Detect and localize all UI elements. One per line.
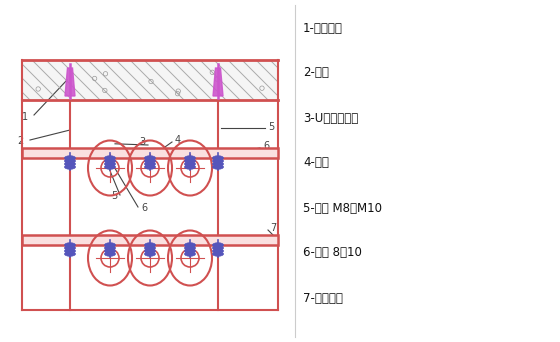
Text: 6-垫圈 8～10: 6-垫圈 8～10	[303, 246, 362, 259]
Ellipse shape	[144, 246, 156, 250]
Ellipse shape	[184, 249, 195, 253]
Ellipse shape	[212, 252, 223, 256]
Text: 6: 6	[263, 141, 269, 151]
Text: 3: 3	[139, 137, 145, 147]
Ellipse shape	[64, 249, 76, 253]
Ellipse shape	[105, 246, 115, 250]
Text: 2-吊杆: 2-吊杆	[303, 66, 329, 79]
Ellipse shape	[144, 243, 156, 247]
Ellipse shape	[144, 162, 156, 166]
Ellipse shape	[105, 243, 115, 247]
Ellipse shape	[212, 246, 223, 250]
Ellipse shape	[105, 162, 115, 166]
Ellipse shape	[144, 249, 156, 253]
Ellipse shape	[212, 243, 223, 247]
Ellipse shape	[64, 165, 76, 169]
Ellipse shape	[184, 252, 195, 256]
Text: 2: 2	[18, 136, 24, 146]
Ellipse shape	[144, 159, 156, 163]
Ellipse shape	[64, 156, 76, 160]
Ellipse shape	[184, 246, 195, 250]
Text: 3-U形螺丝管卡: 3-U形螺丝管卡	[303, 111, 358, 124]
Ellipse shape	[105, 249, 115, 253]
Polygon shape	[22, 60, 278, 100]
Ellipse shape	[64, 246, 76, 250]
Text: 4-钢管: 4-钢管	[303, 157, 329, 170]
Ellipse shape	[105, 252, 115, 256]
Ellipse shape	[184, 165, 195, 169]
Text: 1: 1	[22, 112, 28, 122]
Text: 5-螺母 M8～M10: 5-螺母 M8～M10	[303, 201, 382, 214]
Polygon shape	[22, 235, 278, 245]
Ellipse shape	[184, 159, 195, 163]
Ellipse shape	[212, 162, 223, 166]
Ellipse shape	[144, 156, 156, 160]
Bar	[22, 60, 278, 100]
Ellipse shape	[105, 156, 115, 160]
Ellipse shape	[64, 162, 76, 166]
Text: 7-角钢支架: 7-角钢支架	[303, 291, 343, 304]
Polygon shape	[213, 68, 223, 96]
Polygon shape	[22, 148, 278, 158]
Text: 5: 5	[111, 191, 117, 201]
Ellipse shape	[144, 252, 156, 256]
Ellipse shape	[212, 165, 223, 169]
Text: 4: 4	[175, 135, 181, 145]
Ellipse shape	[105, 165, 115, 169]
Ellipse shape	[64, 252, 76, 256]
Polygon shape	[65, 68, 75, 96]
Ellipse shape	[105, 159, 115, 163]
Text: 1-膨胀螺栓: 1-膨胀螺栓	[303, 22, 343, 35]
Ellipse shape	[184, 243, 195, 247]
Ellipse shape	[212, 156, 223, 160]
Ellipse shape	[212, 159, 223, 163]
Text: 6: 6	[141, 203, 147, 213]
Text: 5: 5	[268, 122, 274, 132]
Text: 7: 7	[270, 223, 276, 233]
Ellipse shape	[144, 165, 156, 169]
Ellipse shape	[64, 243, 76, 247]
Ellipse shape	[64, 159, 76, 163]
Ellipse shape	[212, 249, 223, 253]
Ellipse shape	[184, 156, 195, 160]
Ellipse shape	[184, 162, 195, 166]
